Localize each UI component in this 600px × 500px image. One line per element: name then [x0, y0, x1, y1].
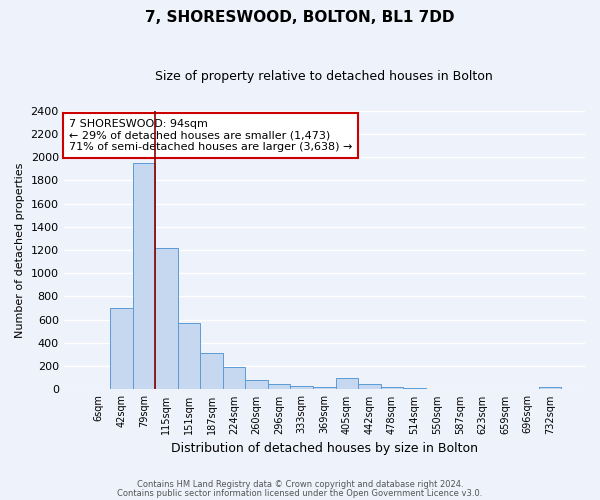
Bar: [448, 389, 471, 390]
Bar: [471, 389, 494, 390]
Title: Size of property relative to detached houses in Bolton: Size of property relative to detached ho…: [155, 70, 493, 83]
Bar: [155, 248, 178, 390]
Bar: [200, 354, 223, 390]
Text: 7 SHORESWOOD: 94sqm
← 29% of detached houses are smaller (1,473)
71% of semi-det: 7 SHORESWOOD: 94sqm ← 29% of detached ho…: [69, 119, 352, 152]
Bar: [381, 387, 403, 390]
Bar: [110, 308, 133, 390]
Y-axis label: Number of detached properties: Number of detached properties: [15, 162, 25, 338]
Bar: [178, 323, 200, 390]
Bar: [133, 163, 155, 390]
Bar: [268, 384, 290, 390]
Bar: [426, 389, 448, 390]
Bar: [494, 389, 516, 390]
Text: 7, SHORESWOOD, BOLTON, BL1 7DD: 7, SHORESWOOD, BOLTON, BL1 7DD: [145, 10, 455, 25]
Bar: [313, 387, 335, 390]
Bar: [335, 378, 358, 390]
Bar: [88, 389, 110, 390]
Text: Contains HM Land Registry data © Crown copyright and database right 2024.: Contains HM Land Registry data © Crown c…: [137, 480, 463, 489]
Bar: [358, 384, 381, 390]
X-axis label: Distribution of detached houses by size in Bolton: Distribution of detached houses by size …: [171, 442, 478, 455]
Bar: [290, 386, 313, 390]
Bar: [539, 387, 562, 390]
Bar: [245, 380, 268, 390]
Bar: [516, 389, 539, 390]
Bar: [403, 388, 426, 390]
Text: Contains public sector information licensed under the Open Government Licence v3: Contains public sector information licen…: [118, 488, 482, 498]
Bar: [223, 368, 245, 390]
